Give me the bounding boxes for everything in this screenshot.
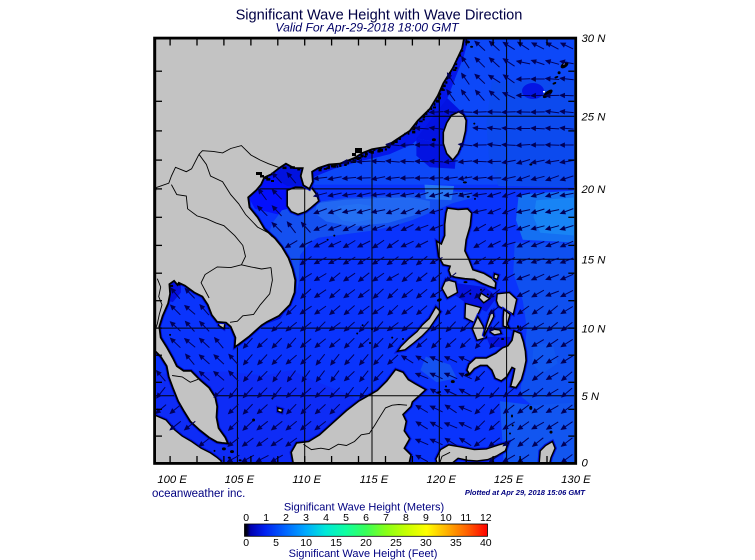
- svg-text:Significant Wave Height (Meter: Significant Wave Height (Meters): [284, 502, 444, 514]
- svg-text:0: 0: [243, 512, 249, 524]
- svg-text:120 E: 120 E: [427, 474, 457, 486]
- svg-text:7: 7: [383, 512, 389, 524]
- svg-text:6: 6: [363, 512, 369, 524]
- svg-text:5: 5: [343, 512, 349, 524]
- svg-text:105 E: 105 E: [225, 474, 255, 486]
- svg-text:11: 11: [460, 512, 471, 524]
- svg-text:30 N: 30 N: [582, 33, 607, 45]
- svg-text:2: 2: [283, 512, 289, 524]
- svg-text:Valid For Apr-29-2018 18:00 GM: Valid For Apr-29-2018 18:00 GMT: [275, 21, 460, 35]
- svg-text:0: 0: [243, 537, 249, 549]
- svg-text:10 N: 10 N: [582, 323, 607, 335]
- svg-text:25 N: 25 N: [581, 111, 607, 123]
- svg-text:Significant Wave Height (Feet): Significant Wave Height (Feet): [289, 548, 438, 560]
- svg-text:Significant Wave Height with W: Significant Wave Height with Wave Direct…: [236, 8, 523, 24]
- svg-text:25: 25: [390, 537, 402, 549]
- svg-text:4: 4: [323, 512, 329, 524]
- svg-text:30: 30: [420, 537, 432, 549]
- svg-text:115 E: 115 E: [360, 474, 389, 486]
- svg-text:12: 12: [480, 512, 492, 524]
- svg-text:110 E: 110 E: [292, 474, 321, 486]
- svg-text:8: 8: [403, 512, 409, 524]
- svg-text:20: 20: [360, 537, 372, 549]
- svg-text:40: 40: [480, 537, 492, 549]
- svg-text:35: 35: [450, 537, 462, 549]
- svg-text:1: 1: [263, 512, 269, 524]
- svg-text:15 N: 15 N: [582, 255, 607, 267]
- svg-text:0: 0: [582, 457, 589, 469]
- svg-text:9: 9: [423, 512, 429, 524]
- svg-text:15: 15: [330, 537, 342, 549]
- svg-text:130 E: 130 E: [561, 474, 591, 486]
- svg-text:100 E: 100 E: [157, 474, 187, 486]
- svg-text:5 N: 5 N: [582, 391, 600, 403]
- svg-text:10: 10: [440, 512, 452, 524]
- svg-text:3: 3: [303, 512, 309, 524]
- svg-text:Plotted at Apr 29, 2018 15:06: Plotted at Apr 29, 2018 15:06 GMT: [465, 488, 587, 497]
- svg-text:20 N: 20 N: [581, 184, 607, 196]
- svg-text:10: 10: [300, 537, 312, 549]
- svg-text:125 E: 125 E: [494, 474, 524, 486]
- svg-text:5: 5: [273, 537, 279, 549]
- svg-text:oceanweather inc.: oceanweather inc.: [152, 488, 245, 500]
